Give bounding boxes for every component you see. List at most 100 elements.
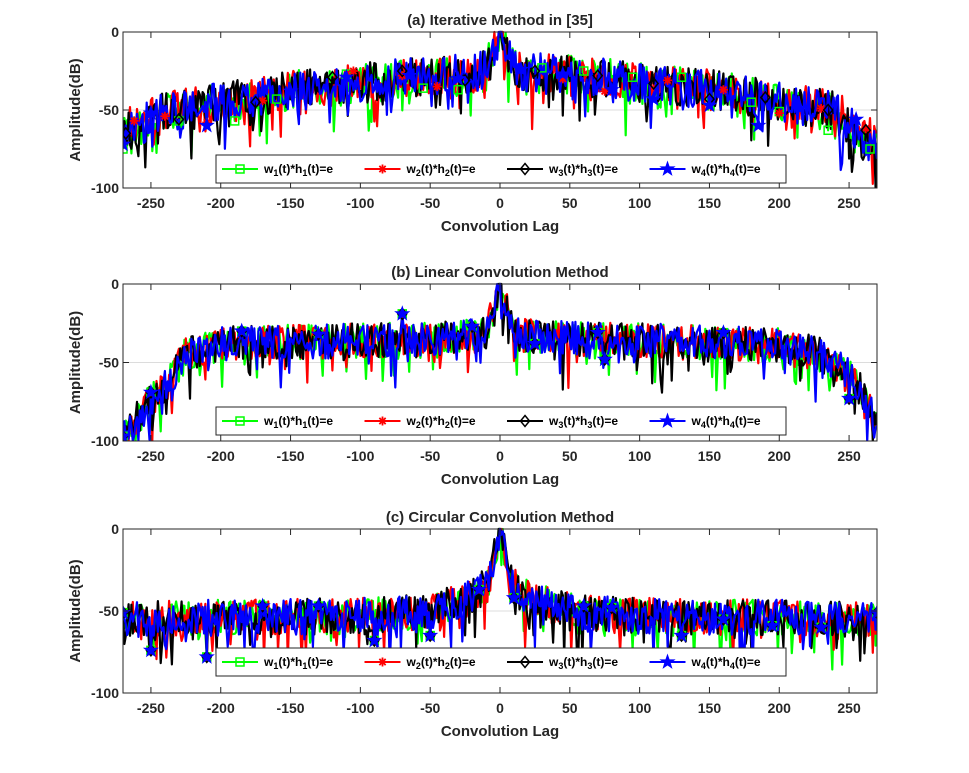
x-tick-label: 50 <box>562 448 578 464</box>
data-marker-4 <box>813 618 830 635</box>
x-axis-label: Convolution Lag <box>441 218 559 235</box>
x-tick-label: -250 <box>137 195 165 211</box>
x-tick-label: 100 <box>628 700 652 716</box>
y-tick-label: -100 <box>91 433 119 449</box>
x-tick-label: -100 <box>346 700 374 716</box>
chart-title: (a) Iterative Method in [35] <box>407 12 593 29</box>
data-marker-3 <box>326 70 338 84</box>
y-tick-label: -100 <box>91 685 119 701</box>
data-marker-1 <box>746 97 757 107</box>
data-marker-4 <box>123 135 132 152</box>
data-marker-1 <box>627 72 638 82</box>
legend-label-3: w3(t)*h3(t)=e <box>548 414 618 430</box>
x-axis-label: Convolution Lag <box>441 723 559 740</box>
data-marker-4 <box>142 383 160 400</box>
y-tick-label: 0 <box>111 276 119 292</box>
data-marker-4 <box>338 68 355 85</box>
data-marker-3 <box>759 90 771 105</box>
data-marker-4 <box>310 325 327 342</box>
legend-label-1: w1(t)*h1(t)=e <box>263 655 333 671</box>
x-tick-label: 0 <box>496 448 504 464</box>
data-marker-1 <box>823 125 833 136</box>
data-marker-4 <box>589 324 606 340</box>
data-marker-4 <box>123 604 132 620</box>
data-marker-4 <box>715 324 732 340</box>
legend-marker <box>659 412 676 428</box>
data-marker-1 <box>418 83 428 93</box>
x-tick-label: 50 <box>562 195 578 211</box>
x-tick-label: -200 <box>207 195 235 211</box>
x-tick-label: -50 <box>420 700 440 716</box>
legend-marker <box>235 416 245 426</box>
data-marker-3 <box>860 123 872 137</box>
x-tick-label: -150 <box>277 448 305 464</box>
x-tick-label: 100 <box>628 448 652 464</box>
x-tick-label: 200 <box>768 448 792 464</box>
x-tick-label: -50 <box>420 448 440 464</box>
data-marker-4 <box>422 627 439 643</box>
chart-panel-2: -250 -200 -150 -100 -50 0 50 100 150 200 250 -100 -5… <box>67 509 878 740</box>
data-marker-2 <box>718 85 728 95</box>
x-tick-label: 0 <box>496 195 504 211</box>
y-tick-label: -50 <box>99 603 119 619</box>
y-axis-label: Amplitude(dB) <box>67 311 84 414</box>
data-marker-4 <box>310 597 327 613</box>
legend-marker <box>378 657 387 667</box>
legend-marker <box>519 414 531 428</box>
data-marker-4 <box>142 104 160 121</box>
data-marker-1 <box>676 72 687 82</box>
legend-label-3: w3(t)*h3(t)=e <box>548 655 618 671</box>
data-marker-4 <box>701 96 718 113</box>
legend-label-4: w4(t)*h4(t)=e <box>691 655 761 671</box>
data-marker-4 <box>554 65 571 82</box>
x-tick-label: 150 <box>698 448 722 464</box>
data-marker-4 <box>840 390 858 406</box>
y-tick-label: 0 <box>111 521 119 537</box>
legend-label-4: w4(t)*h4(t)=e <box>691 162 761 178</box>
data-marker-2 <box>663 75 673 85</box>
data-marker-4 <box>512 60 530 77</box>
x-tick-label: 150 <box>698 700 722 716</box>
legend-label-2: w2(t)*h2(t)=e <box>406 414 476 430</box>
data-marker-4 <box>603 81 620 97</box>
data-marker-1 <box>537 63 547 73</box>
legend-label-3: w3(t)*h3(t)=e <box>548 162 618 178</box>
y-axis-label: Amplitude(dB) <box>67 58 84 161</box>
legend: w1(t)*h1(t)=e w2(t)*h2(t)=e w3(t)*h3(t)=e w… <box>215 406 787 436</box>
x-tick-label: -200 <box>207 700 235 716</box>
legend-label-1: w1(t)*h1(t)=e <box>263 414 333 430</box>
legend-label-4: w4(t)*h4(t)=e <box>691 414 761 430</box>
data-marker-2 <box>432 82 442 92</box>
x-tick-label: -250 <box>137 700 165 716</box>
legend-marker <box>659 160 676 176</box>
x-tick-label: -100 <box>346 195 374 211</box>
x-tick-label: -100 <box>346 448 374 464</box>
data-marker-4 <box>198 117 215 133</box>
x-tick-label: 100 <box>628 195 652 211</box>
data-marker-2 <box>129 116 139 126</box>
data-marker-4 <box>394 305 411 321</box>
data-marker-3 <box>592 68 604 83</box>
data-marker-4 <box>366 631 383 648</box>
legend-label-1: w1(t)*h1(t)=e <box>263 162 333 178</box>
chart-title: (b) Linear Convolution Method <box>391 264 608 281</box>
data-marker-4 <box>645 90 662 106</box>
data-marker-4 <box>715 610 732 627</box>
data-marker-4 <box>673 627 690 643</box>
data-marker-4 <box>123 427 132 441</box>
legend-marker <box>235 164 245 174</box>
data-marker-3 <box>822 103 834 117</box>
data-marker-4 <box>463 317 481 334</box>
data-marker-3 <box>173 112 185 127</box>
x-tick-label: 50 <box>562 700 578 716</box>
data-marker-4 <box>847 110 865 127</box>
data-marker-4 <box>526 335 544 351</box>
data-marker-4 <box>233 322 250 339</box>
y-tick-label: -100 <box>91 180 119 196</box>
y-tick-label: -50 <box>99 102 119 118</box>
data-marker-4 <box>142 641 160 658</box>
x-tick-label: -150 <box>277 195 305 211</box>
data-marker-4 <box>596 350 613 367</box>
data-marker-4 <box>750 117 767 133</box>
